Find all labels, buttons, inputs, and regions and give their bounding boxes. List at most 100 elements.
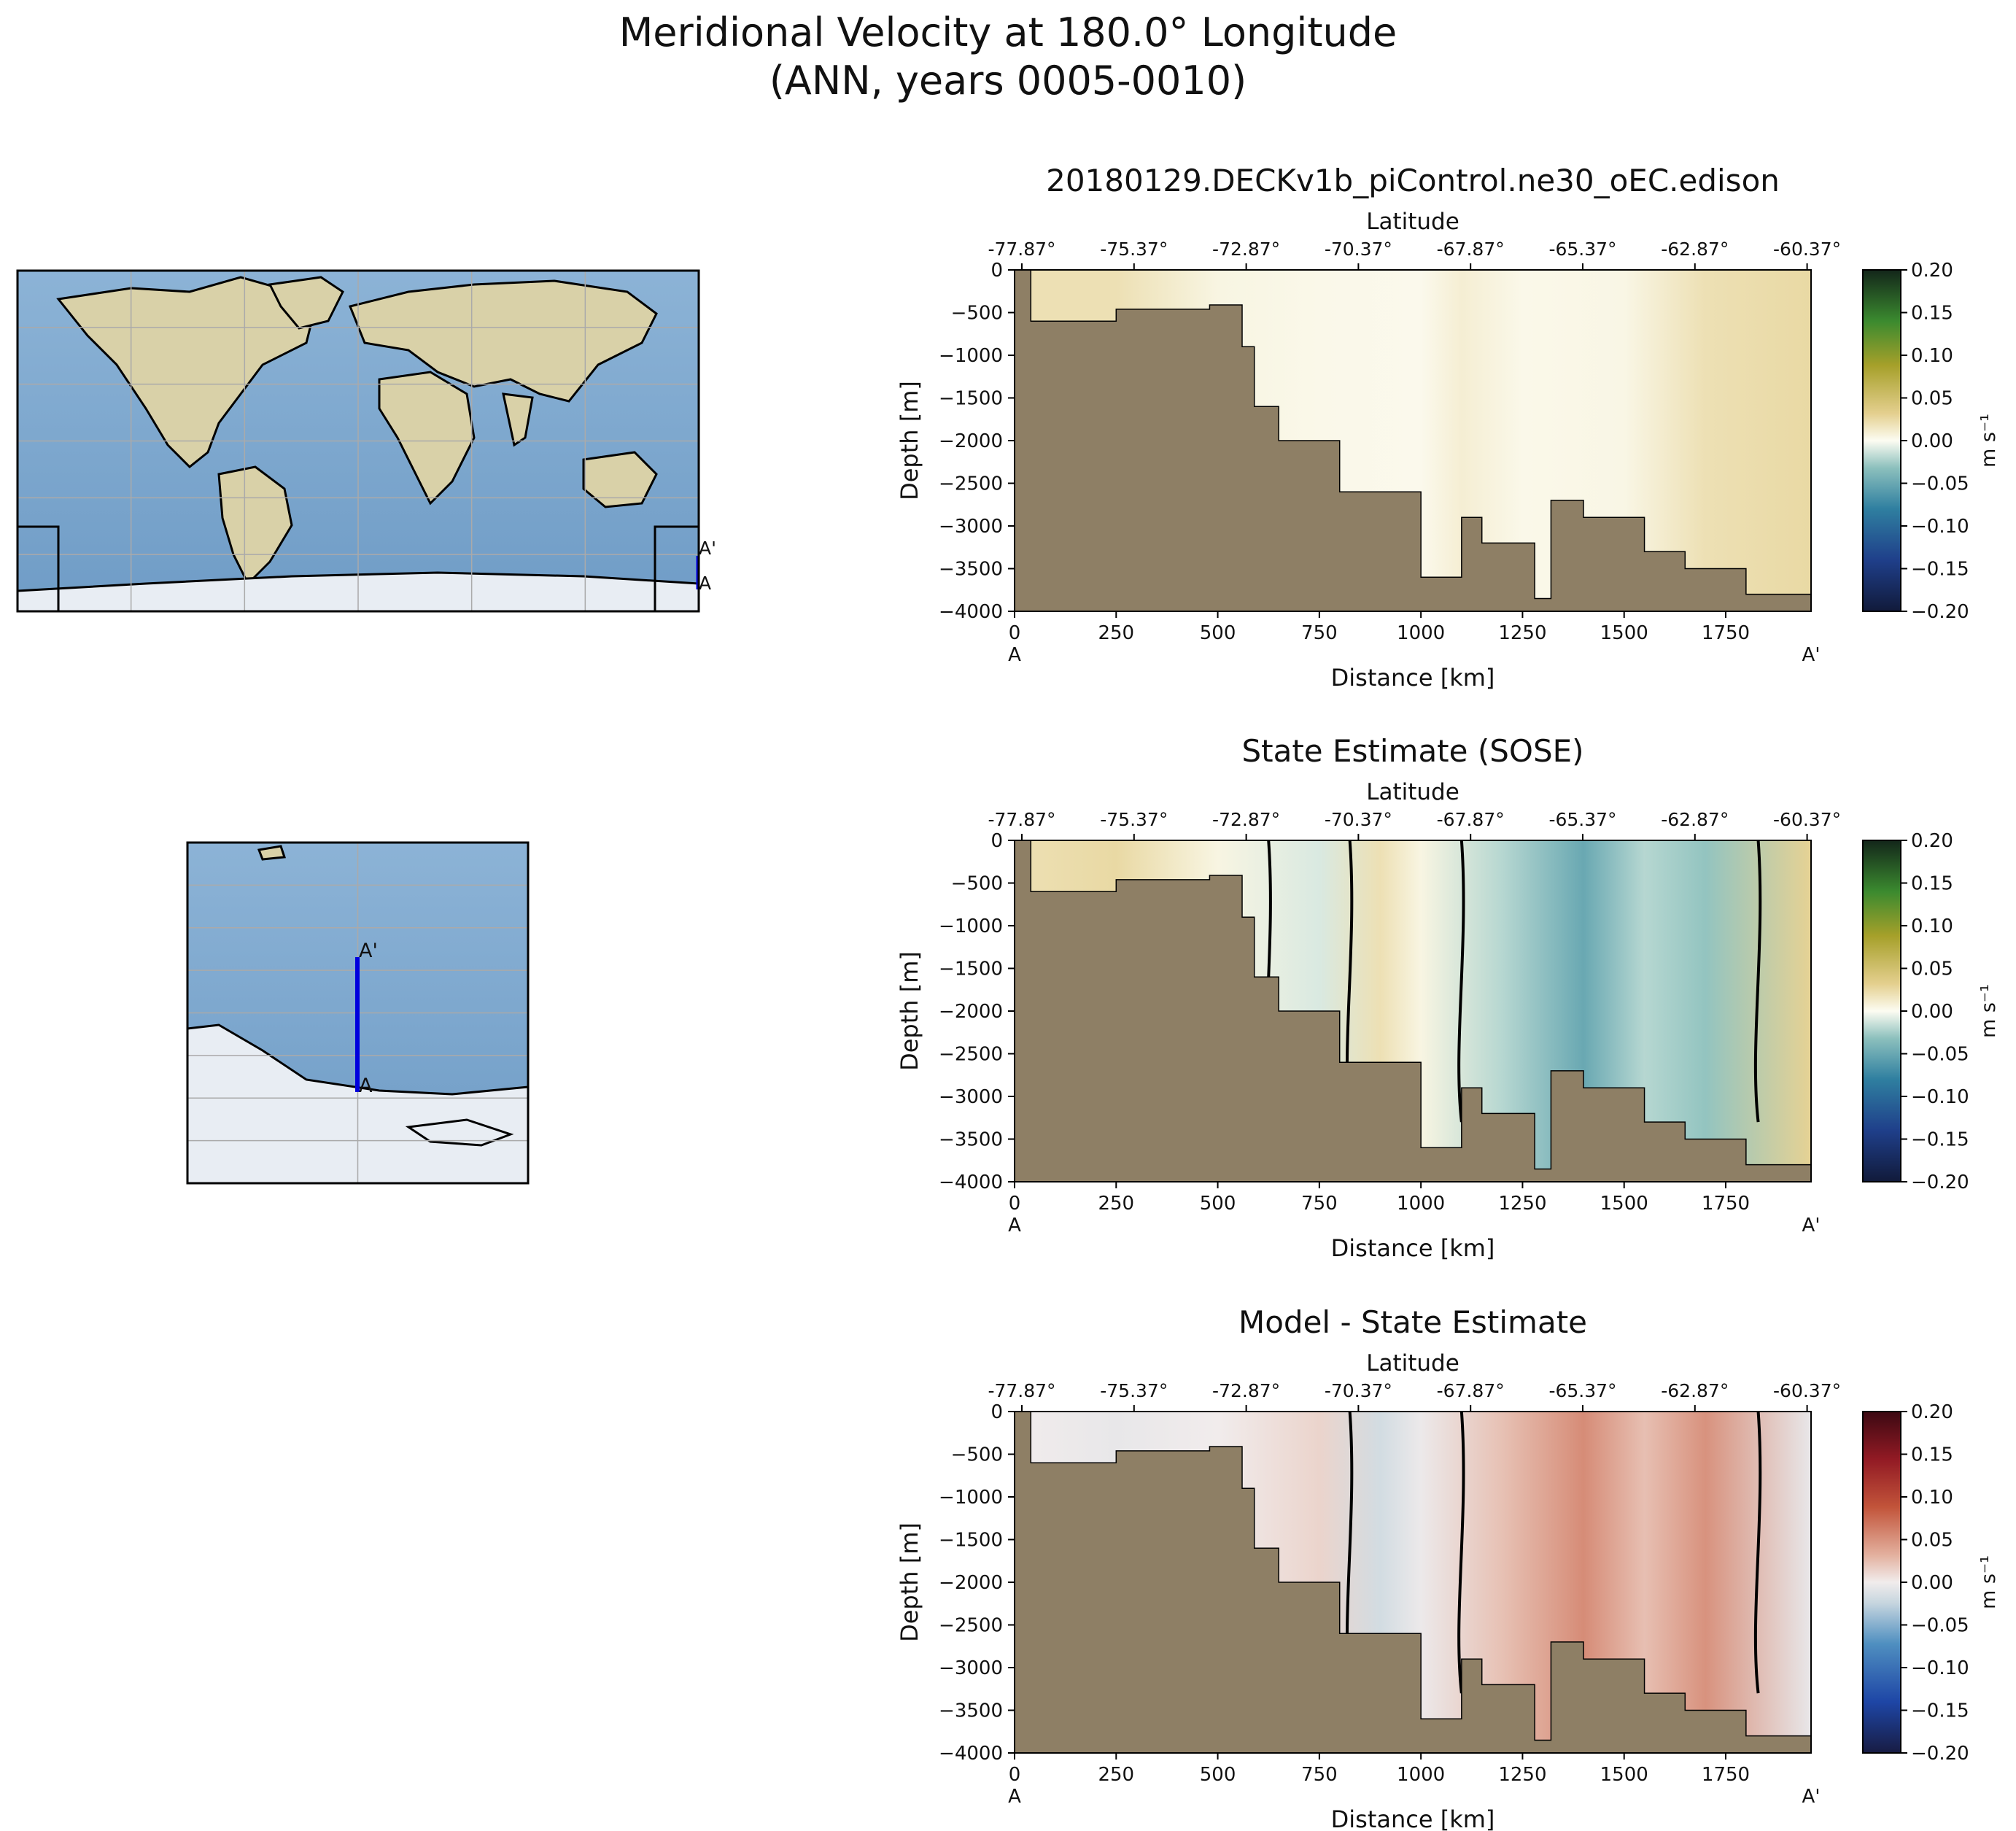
y-tick-label: −2500 [939, 1044, 1003, 1066]
x-tick-label: 0 [1009, 622, 1021, 644]
colorbar-tick-label: −0.15 [1911, 1700, 1969, 1722]
figure-title-line2: (ANN, years 0005-0010) [769, 58, 1247, 104]
map-endpoint-a: A [699, 573, 711, 594]
colorbar-tick-label: 0.15 [1911, 303, 1953, 325]
zoom-location-map: A' A [186, 841, 530, 1185]
x-tick-label: 1750 [1702, 1764, 1750, 1786]
endpoint-a-prime-label: A' [1802, 644, 1821, 666]
y-tick-label: −3500 [939, 1700, 1003, 1722]
y-tick-label: −4000 [939, 1743, 1003, 1765]
y-tick-label: −1500 [939, 1530, 1003, 1552]
colorbar-tick-label: −0.20 [1911, 1743, 1969, 1765]
panel-title: State Estimate (SOSE) [1241, 733, 1583, 769]
y-tick-label: 0 [990, 260, 1003, 282]
top-axis-label: Latitude [1366, 209, 1459, 235]
lat-tick-label: -72.87° [1212, 1380, 1280, 1401]
x-tick-label: 1000 [1397, 622, 1445, 644]
lat-tick-label: -62.87° [1661, 809, 1729, 830]
x-axis-label: Distance [km] [1331, 1234, 1495, 1262]
x-tick-label: 1000 [1397, 1193, 1445, 1215]
y-tick-label: −1000 [939, 916, 1003, 937]
colorbar-tick-label: 0.00 [1911, 1001, 1953, 1023]
colorbar-tick-label: −0.05 [1911, 1615, 1969, 1637]
lat-tick-label: -65.37° [1548, 239, 1616, 260]
colorbar [1862, 1411, 1901, 1754]
y-tick-label: −2000 [939, 1001, 1003, 1023]
y-axis-label: Depth [m] [896, 381, 923, 500]
x-tick-label: 1500 [1600, 1764, 1648, 1786]
lat-tick-label: -65.37° [1548, 1380, 1616, 1401]
x-tick-label: 750 [1301, 622, 1338, 644]
zero-contour [1457, 840, 1465, 1123]
y-axis-label: Depth [m] [896, 951, 923, 1071]
colorbar-tick-label: 0.15 [1911, 873, 1953, 895]
bathymetry-land [1014, 269, 1812, 612]
y-tick-label: 0 [990, 1401, 1003, 1423]
x-axis-label: Distance [km] [1331, 1805, 1495, 1831]
colorbar-tick-label: −0.10 [1911, 516, 1969, 538]
colorbar-tick-label: −0.10 [1911, 1657, 1969, 1679]
y-tick-label: −2500 [939, 1615, 1003, 1637]
zero-contour [1457, 1411, 1465, 1694]
y-tick-label: −2000 [939, 1572, 1003, 1594]
x-tick-label: 1500 [1600, 1193, 1648, 1215]
y-tick-label: −1000 [939, 1487, 1003, 1509]
land-australia [582, 451, 658, 508]
x-axis-label: Distance [km] [1331, 664, 1495, 692]
map-endpoint-a-prime: A' [359, 940, 378, 962]
endpoint-a-label: A [1008, 1786, 1021, 1808]
colorbar-label: m s⁻¹ [1977, 414, 2000, 468]
lat-tick-label: -67.87° [1437, 1380, 1505, 1401]
y-tick-label: −1500 [939, 388, 1003, 410]
colorbar [1862, 269, 1901, 612]
coastline [405, 1118, 514, 1147]
x-tick-label: 1250 [1498, 1193, 1546, 1215]
y-tick-label: −500 [951, 303, 1003, 325]
x-tick-label: 1250 [1498, 622, 1546, 644]
panel-title: 20180129.DECKv1b_piControl.ne30_oEC.edis… [1046, 163, 1780, 198]
y-tick-label: −3000 [939, 1657, 1003, 1679]
island [257, 845, 287, 861]
y-tick-label: −3500 [939, 1129, 1003, 1151]
colorbar-tick-label: −0.05 [1911, 1044, 1969, 1066]
map-endpoint-a-prime: A' [699, 538, 716, 559]
colorbar-tick-label: 0.05 [1911, 1530, 1953, 1552]
lat-tick-label: -75.37° [1100, 1380, 1168, 1401]
land-india [502, 392, 534, 447]
colorbar [1862, 840, 1901, 1182]
land-greenland [268, 276, 344, 330]
lat-tick-label: -75.37° [1100, 239, 1168, 260]
global-location-map: A' A [16, 269, 716, 613]
colorbar-tick-label: 0.20 [1911, 260, 1953, 282]
colorbar-tick-label: 0.00 [1911, 430, 1953, 452]
colorbar-tick-label: 0.20 [1911, 1401, 1953, 1423]
figure-title-line1: Meridional Velocity at 180.0° Longitude [619, 9, 1397, 55]
map-endpoint-a: A [359, 1075, 373, 1097]
y-tick-label: −1000 [939, 345, 1003, 367]
zero-contour [1753, 1411, 1762, 1694]
lat-tick-label: -60.37° [1773, 239, 1841, 260]
colorbar-tick-label: −0.20 [1911, 601, 1969, 623]
y-tick-label: 0 [990, 830, 1003, 852]
x-tick-label: 750 [1301, 1193, 1338, 1215]
x-tick-label: 500 [1200, 1193, 1236, 1215]
x-tick-label: 1750 [1702, 1193, 1750, 1215]
colorbar-tick-label: 0.05 [1911, 388, 1953, 410]
x-tick-label: 0 [1009, 1764, 1021, 1786]
x-tick-label: 1500 [1600, 622, 1648, 644]
x-tick-label: 1750 [1702, 622, 1750, 644]
y-axis-label: Depth [m] [896, 1522, 923, 1642]
lat-tick-label: -70.37° [1325, 1380, 1392, 1401]
lat-tick-label: -70.37° [1325, 809, 1392, 830]
lat-tick-label: -62.87° [1661, 1380, 1729, 1401]
endpoint-a-prime-label: A' [1802, 1786, 1821, 1808]
colorbar-tick-label: 0.20 [1911, 830, 1953, 852]
map-frame [16, 269, 700, 613]
bathymetry-land [1014, 1411, 1812, 1754]
section-panels: 0 250 500 750 1000 1250 1500 1750 0 −500 −1000 −150… [896, 163, 2000, 1831]
top-axis-label: Latitude [1366, 779, 1459, 805]
lat-tick-label: -60.37° [1773, 809, 1841, 830]
y-tick-label: −1500 [939, 959, 1003, 980]
colorbar-tick-label: 0.10 [1911, 916, 1953, 937]
